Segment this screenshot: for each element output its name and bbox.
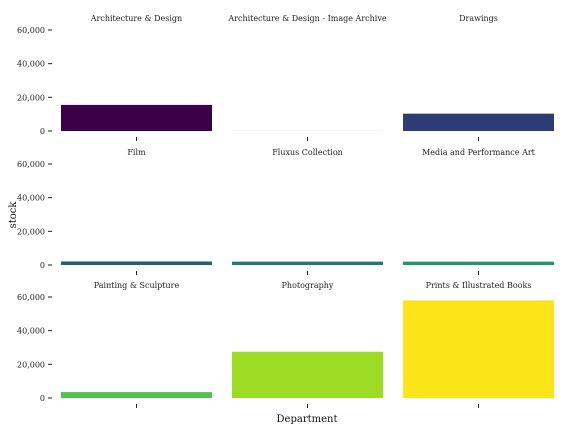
facet-title: Prints & Illustrated Books [426, 281, 532, 290]
facet-title: Photography [282, 281, 334, 290]
y-tick-label: 40,000 [17, 60, 45, 69]
facet-title: Drawings [459, 14, 498, 23]
bar [61, 392, 212, 398]
y-tick-label: 0 [40, 394, 45, 403]
bar [403, 113, 554, 131]
y-tick-label: 40,000 [17, 327, 45, 336]
bar [232, 351, 383, 398]
bar [232, 261, 383, 265]
y-tick-label: 20,000 [17, 93, 45, 102]
bar [403, 300, 554, 398]
facet-title: Film [127, 148, 146, 157]
facet-title: Painting & Sculpture [94, 281, 180, 290]
y-tick-label: 40,000 [17, 194, 45, 203]
y-tick-label: 20,000 [17, 360, 45, 369]
y-tick-label: 60,000 [17, 293, 45, 302]
facet-grid: Architecture & Design 0 20,000 40,000 60,000… [17, 14, 554, 408]
y-tick-label: 0 [40, 127, 45, 136]
facet-title: Architecture & Design - Image Archive [227, 14, 386, 23]
bar [403, 261, 554, 265]
bar [232, 130, 383, 131]
y-tick-label: 20,000 [17, 227, 45, 236]
y-tick-label: 0 [40, 261, 45, 270]
facet-title: Media and Performance Art [422, 148, 536, 157]
x-axis-title: Department [277, 414, 338, 425]
bar [61, 261, 212, 265]
y-axis-title: stock [8, 201, 19, 229]
y-tick-label: 60,000 [17, 26, 45, 35]
bar [61, 104, 212, 131]
facet-title: Architecture & Design [90, 14, 182, 23]
facet-title: Fluxus Collection [272, 148, 343, 157]
y-tick-label: 60,000 [17, 160, 45, 169]
